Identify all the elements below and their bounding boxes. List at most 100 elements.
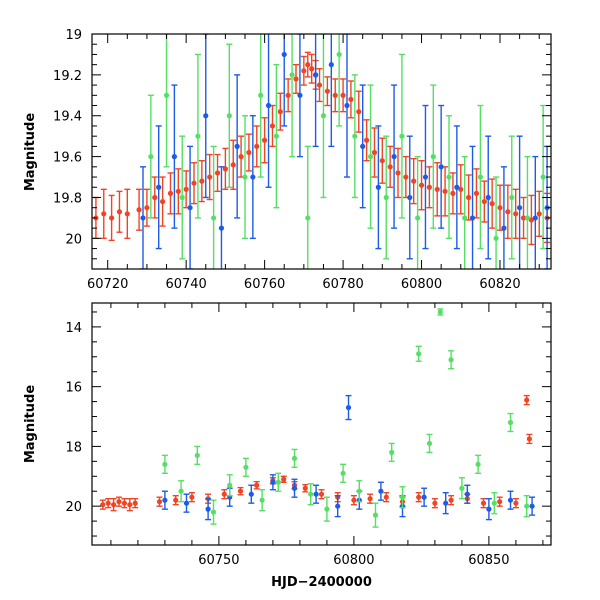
y-tick-label: 14 <box>65 321 82 336</box>
data-point <box>371 149 378 156</box>
x-tick-label: 60750 <box>198 553 239 568</box>
data-point <box>305 62 311 68</box>
x-tick-label: 60760 <box>244 277 285 292</box>
data-point <box>389 449 395 455</box>
data-point <box>301 68 307 74</box>
data-point <box>313 72 319 78</box>
data-point <box>258 92 264 98</box>
data-point <box>178 488 184 494</box>
data-point <box>507 419 514 426</box>
data-point <box>100 502 106 508</box>
data-point <box>199 178 205 184</box>
data-point <box>171 154 177 160</box>
data-point <box>230 162 236 168</box>
data-point <box>160 198 166 205</box>
data-point <box>345 404 352 411</box>
data-point <box>187 205 193 211</box>
data-point <box>524 503 530 509</box>
data-point <box>395 170 401 176</box>
data-point <box>407 194 413 201</box>
data-point <box>466 194 472 201</box>
y-tick-label: 19 <box>65 28 82 43</box>
data-point <box>448 497 454 503</box>
series-1 <box>161 394 536 521</box>
series-2 <box>147 34 547 269</box>
data-point <box>387 164 393 170</box>
data-point <box>218 225 225 231</box>
data-point <box>443 500 449 506</box>
data-point <box>391 154 397 160</box>
data-point <box>291 455 298 461</box>
data-point <box>281 476 287 482</box>
data-point <box>277 109 283 115</box>
data-point <box>416 494 422 500</box>
data-point <box>379 158 385 164</box>
data-point <box>437 309 443 315</box>
data-point <box>248 491 254 497</box>
data-point <box>448 357 454 363</box>
data-point <box>430 154 436 160</box>
data-point <box>111 502 117 508</box>
data-point <box>497 499 503 505</box>
data-point <box>234 143 240 149</box>
data-point <box>211 215 217 221</box>
data-point <box>372 512 379 518</box>
x-tick-label: 60820 <box>479 277 520 292</box>
x-tick-label: 60780 <box>322 277 363 292</box>
data-point <box>356 488 362 494</box>
data-point <box>421 494 427 500</box>
data-point <box>356 109 362 115</box>
data-point <box>156 499 163 505</box>
data-point <box>162 497 168 503</box>
data-point <box>297 92 303 98</box>
data-point <box>238 154 244 160</box>
series-1 <box>140 34 551 269</box>
data-point <box>332 92 338 98</box>
data-point <box>520 215 527 221</box>
data-point <box>273 133 279 139</box>
data-point <box>411 178 417 184</box>
data-point <box>383 494 389 500</box>
data-point <box>464 491 470 497</box>
y-tick-label: 20 <box>65 500 82 515</box>
data-point <box>340 92 346 98</box>
data-point <box>293 76 299 82</box>
data-point <box>194 452 200 458</box>
data-point <box>132 500 138 506</box>
y-tick-label: 19.8 <box>53 191 82 206</box>
data-point <box>167 190 174 196</box>
data-point <box>378 488 384 494</box>
data-point <box>226 113 232 119</box>
data-point <box>316 82 323 88</box>
data-point <box>195 133 201 139</box>
series-0 <box>92 51 551 246</box>
data-point <box>262 137 268 143</box>
y-axis-label: Magnitude <box>23 385 38 464</box>
data-point <box>309 66 315 72</box>
data-point <box>473 190 480 196</box>
data-point <box>285 92 291 98</box>
data-point <box>475 461 481 467</box>
data-point <box>237 488 244 494</box>
data-point <box>173 497 179 503</box>
data-point <box>207 174 213 180</box>
data-point <box>367 154 374 160</box>
data-point <box>507 497 514 503</box>
data-point <box>144 205 150 211</box>
data-point <box>175 188 181 194</box>
data-point <box>308 491 314 497</box>
data-point <box>524 215 531 221</box>
x-tick-label: 60720 <box>87 277 128 292</box>
plot-frame <box>91 302 552 546</box>
data-point <box>528 217 534 223</box>
data-point <box>418 182 425 188</box>
data-point <box>324 88 330 94</box>
data-point <box>324 506 330 512</box>
data-point <box>524 397 530 403</box>
data-point <box>426 184 432 190</box>
data-point <box>438 164 444 170</box>
data-point <box>183 186 189 192</box>
data-point <box>152 194 158 201</box>
data-point <box>305 215 311 221</box>
